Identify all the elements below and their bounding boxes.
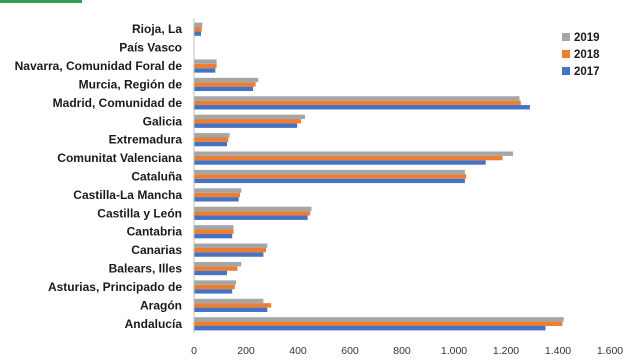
- bar-2018: [194, 27, 202, 32]
- bar-2019: [194, 261, 242, 267]
- bar-2018: [194, 174, 467, 179]
- bar-2018: [194, 192, 240, 198]
- bar-2019: [194, 298, 264, 304]
- category-label: Extremadura: [109, 133, 183, 147]
- bar-2018: [194, 119, 302, 124]
- bar-2017: [194, 68, 216, 73]
- bar-2017: [194, 215, 308, 220]
- bar-2018: [194, 155, 503, 161]
- legend-label: 2019: [574, 32, 600, 44]
- bar-2019: [194, 317, 564, 322]
- bar-2019: [194, 114, 305, 120]
- bar-2019: [194, 243, 268, 248]
- x-tick-label: 1.400: [545, 345, 571, 357]
- legend-label: 2018: [574, 49, 600, 61]
- bar-2018: [194, 321, 563, 326]
- bar-2017: [194, 307, 268, 312]
- bar-2017: [194, 325, 546, 331]
- category-label: Cantabria: [127, 225, 183, 239]
- bar-2019: [194, 206, 312, 212]
- bar-2019: [194, 169, 465, 175]
- bar-2019: [194, 59, 217, 64]
- legend-swatch: [562, 33, 570, 41]
- category-label: Canarias: [131, 243, 182, 257]
- category-label: Madrid, Comunidad de: [53, 96, 183, 110]
- bar-2018: [194, 266, 238, 271]
- bar-2018: [194, 63, 217, 69]
- x-tick-label: 800: [393, 345, 411, 357]
- category-label: Balears, Illes: [109, 262, 183, 276]
- bar-2017: [194, 252, 264, 257]
- category-label: Asturias, Principado de: [48, 280, 182, 294]
- bar-2019: [194, 280, 237, 285]
- bar-2018: [194, 137, 229, 142]
- category-label: Aragón: [140, 298, 182, 312]
- bar-2017: [194, 233, 233, 239]
- bar-2017: [194, 289, 233, 294]
- bar-2018: [194, 229, 234, 234]
- bar-2017: [194, 105, 530, 110]
- bar-2018: [194, 211, 311, 216]
- x-tick-label: 1.200: [493, 345, 519, 357]
- bar-2017: [194, 31, 201, 36]
- bar-2017: [194, 197, 239, 202]
- bar-2019: [194, 96, 520, 101]
- category-label: Castilla y León: [97, 206, 182, 220]
- legend-label: 2017: [574, 66, 600, 78]
- x-tick-label: 1.600: [597, 345, 623, 357]
- category-label: País Vasco: [119, 41, 182, 55]
- category-label: Cataluña: [131, 170, 182, 184]
- bar-2017: [194, 178, 465, 184]
- bar-2017: [194, 123, 298, 128]
- legend-swatch: [562, 67, 570, 75]
- bar-2019: [194, 133, 230, 138]
- category-label: Comunitat Valenciana: [57, 151, 182, 165]
- bar-2018: [194, 82, 256, 87]
- bar-2017: [194, 270, 227, 276]
- x-tick-label: 0: [191, 345, 197, 357]
- category-label: Castilla-La Mancha: [73, 188, 182, 202]
- bar-2018: [194, 284, 235, 290]
- category-label: Navarra, Comunidad Foral de: [15, 59, 183, 73]
- category-label: Murcia, Región de: [79, 77, 183, 91]
- x-tick-label: 1.000: [441, 345, 467, 357]
- x-tick-label: 200: [237, 345, 255, 357]
- category-label: Galicia: [143, 114, 183, 128]
- bar-2019: [194, 77, 259, 83]
- bar-2019: [194, 22, 203, 28]
- bar-2017: [194, 141, 227, 147]
- legend-swatch: [562, 50, 570, 58]
- bar-2018: [194, 303, 272, 308]
- bar-2019: [194, 225, 234, 230]
- bar-2018: [194, 100, 521, 106]
- bar-2017: [194, 160, 486, 165]
- x-tick-label: 400: [289, 345, 307, 357]
- header-accent-line: [0, 0, 82, 3]
- x-tick-label: 600: [341, 345, 359, 357]
- bar-2018: [194, 247, 266, 253]
- category-label: Andalucía: [125, 317, 183, 331]
- bar-2019: [194, 151, 513, 156]
- category-label: Rioja, La: [132, 22, 182, 36]
- bar-2019: [194, 188, 242, 193]
- bar-2017: [194, 86, 253, 92]
